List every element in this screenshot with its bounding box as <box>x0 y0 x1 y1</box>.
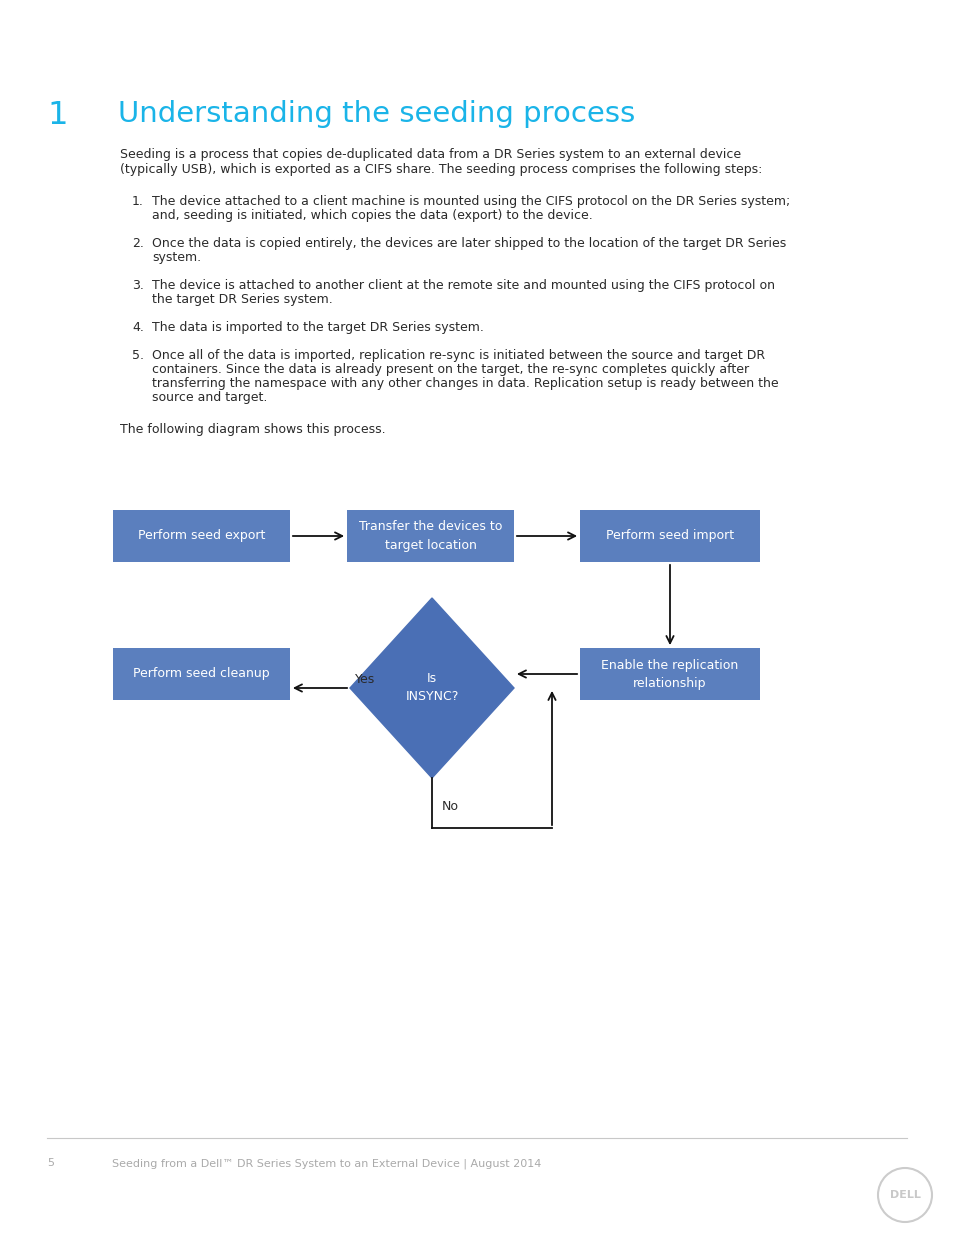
Text: 1: 1 <box>47 100 68 131</box>
Text: The device is attached to another client at the remote site and mounted using th: The device is attached to another client… <box>152 279 774 291</box>
Text: transferring the namespace with any other changes in data. Replication setup is : transferring the namespace with any othe… <box>152 377 778 390</box>
Bar <box>112 510 290 562</box>
Text: No: No <box>441 800 458 813</box>
Text: Enable the replication
relationship: Enable the replication relationship <box>600 658 738 689</box>
Text: the target DR Series system.: the target DR Series system. <box>152 293 333 306</box>
Text: The data is imported to the target DR Series system.: The data is imported to the target DR Se… <box>152 321 483 333</box>
Bar <box>112 648 290 700</box>
Text: Is
INSYNC?: Is INSYNC? <box>405 673 458 704</box>
Text: Seeding from a Dell™ DR Series System to an External Device | August 2014: Seeding from a Dell™ DR Series System to… <box>112 1158 540 1168</box>
Text: Yes: Yes <box>355 673 375 685</box>
Text: Seeding is a process that copies de-duplicated data from a DR Series system to a: Seeding is a process that copies de-dupl… <box>120 148 740 161</box>
Text: Perform seed cleanup: Perform seed cleanup <box>133 667 270 680</box>
Text: Perform seed import: Perform seed import <box>605 530 733 542</box>
Text: system.: system. <box>152 251 201 264</box>
Bar <box>579 510 760 562</box>
Text: containers. Since the data is already present on the target, the re-sync complet: containers. Since the data is already pr… <box>152 363 748 375</box>
Text: Once the data is copied entirely, the devices are later shipped to the location : Once the data is copied entirely, the de… <box>152 237 785 249</box>
Text: Understanding the seeding process: Understanding the seeding process <box>118 100 635 128</box>
Text: DELL: DELL <box>888 1191 920 1200</box>
Text: source and target.: source and target. <box>152 391 267 404</box>
Text: 5: 5 <box>47 1158 54 1168</box>
Bar <box>579 648 760 700</box>
Polygon shape <box>350 598 514 778</box>
Text: Perform seed export: Perform seed export <box>137 530 265 542</box>
Text: Transfer the devices to
target location: Transfer the devices to target location <box>358 520 501 552</box>
Text: The following diagram shows this process.: The following diagram shows this process… <box>120 424 385 436</box>
Text: 4.: 4. <box>132 321 144 333</box>
Text: Once all of the data is imported, replication re-sync is initiated between the s: Once all of the data is imported, replic… <box>152 350 764 362</box>
Text: 5.: 5. <box>132 350 144 362</box>
Bar <box>347 510 514 562</box>
Text: and, seeding is initiated, which copies the data (export) to the device.: and, seeding is initiated, which copies … <box>152 209 592 222</box>
Text: (typically USB), which is exported as a CIFS share. The seeding process comprise: (typically USB), which is exported as a … <box>120 163 761 177</box>
Text: 1.: 1. <box>132 195 144 207</box>
Text: The device attached to a client machine is mounted using the CIFS protocol on th: The device attached to a client machine … <box>152 195 789 207</box>
Text: 3.: 3. <box>132 279 144 291</box>
Text: 2.: 2. <box>132 237 144 249</box>
